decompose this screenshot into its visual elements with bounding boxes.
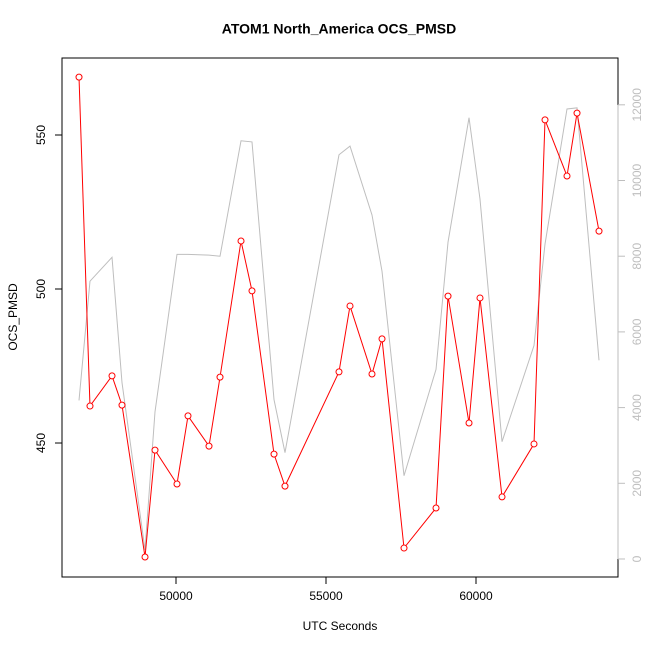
- point: [205, 442, 213, 450]
- point: [368, 370, 376, 378]
- x-tick-label: 60000: [459, 589, 493, 603]
- point: [573, 109, 581, 117]
- point: [108, 372, 116, 380]
- point: [432, 504, 440, 512]
- chart-title: ATOM1 North_America OCS_PMSD: [222, 21, 456, 37]
- point: [335, 368, 343, 376]
- point: [184, 412, 192, 420]
- point: [75, 73, 83, 81]
- y-tick-label: 500: [34, 279, 48, 299]
- point: [281, 482, 289, 490]
- point: [378, 335, 386, 343]
- y2-tick-label: 2000: [630, 470, 644, 497]
- point: [173, 480, 181, 488]
- y2-tick-label: 12000: [630, 88, 644, 122]
- point: [498, 493, 506, 501]
- point: [444, 292, 452, 300]
- point: [248, 287, 256, 295]
- x-axis-label: UTC Seconds: [303, 619, 378, 633]
- x-tick-label: 55000: [309, 589, 343, 603]
- point: [595, 227, 603, 235]
- point: [237, 237, 245, 245]
- point: [270, 450, 278, 458]
- y2-tick-label: 8000: [630, 243, 644, 270]
- y-axis-label: OCS_PMSD: [6, 283, 20, 351]
- series-line: [78, 107, 600, 550]
- point: [400, 544, 408, 552]
- point: [346, 302, 354, 310]
- y-tick-label: 550: [34, 125, 48, 145]
- point: [563, 172, 571, 180]
- point: [541, 116, 549, 124]
- y-tick-label: 450: [34, 433, 48, 453]
- y2-tick-label: 6000: [630, 318, 644, 345]
- point: [141, 553, 149, 561]
- point: [216, 373, 224, 381]
- x-tick-label: 50000: [159, 589, 193, 603]
- y2-tick-label: 10000: [630, 164, 644, 198]
- y2-tick-label: 4000: [630, 394, 644, 421]
- point: [118, 401, 126, 409]
- point: [465, 419, 473, 427]
- point: [476, 294, 484, 302]
- point: [86, 402, 94, 410]
- point: [530, 440, 538, 448]
- point: [151, 446, 159, 454]
- y2-tick-label: 0: [630, 555, 644, 562]
